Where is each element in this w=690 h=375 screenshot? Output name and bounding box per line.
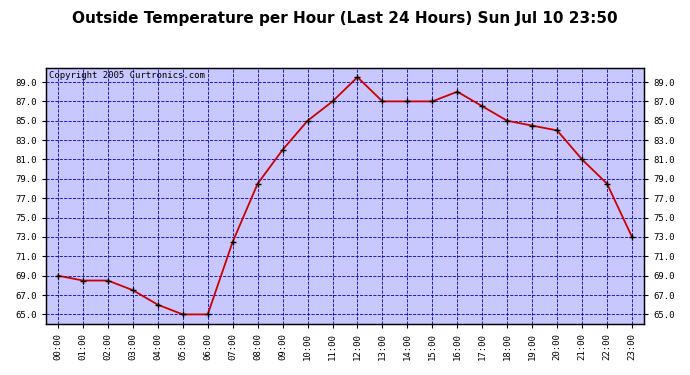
Text: Copyright 2005 Curtronics.com: Copyright 2005 Curtronics.com (48, 71, 204, 80)
Text: Outside Temperature per Hour (Last 24 Hours) Sun Jul 10 23:50: Outside Temperature per Hour (Last 24 Ho… (72, 11, 618, 26)
